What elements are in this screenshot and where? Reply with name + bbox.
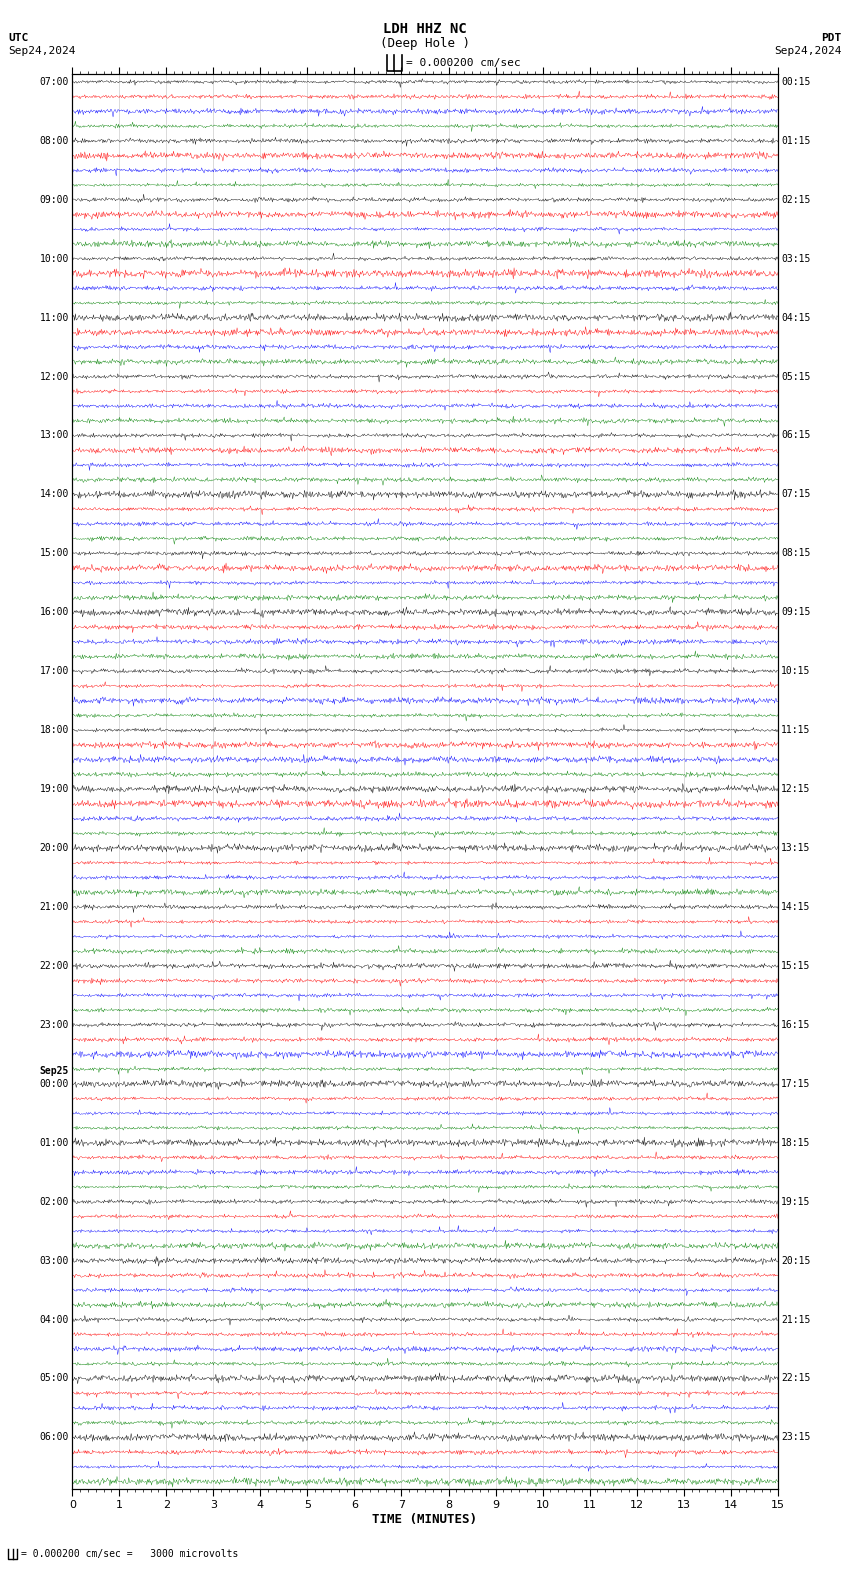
Text: 16:00: 16:00 <box>39 607 69 618</box>
Text: 01:15: 01:15 <box>781 136 811 146</box>
Text: 05:00: 05:00 <box>39 1373 69 1383</box>
Text: 22:15: 22:15 <box>781 1373 811 1383</box>
Text: 20:00: 20:00 <box>39 843 69 854</box>
Text: 21:00: 21:00 <box>39 901 69 912</box>
Text: UTC: UTC <box>8 33 29 43</box>
Text: Sep24,2024: Sep24,2024 <box>774 46 842 55</box>
Text: 22:00: 22:00 <box>39 961 69 971</box>
Text: 07:00: 07:00 <box>39 76 69 87</box>
Text: 03:00: 03:00 <box>39 1256 69 1266</box>
Text: 18:15: 18:15 <box>781 1137 811 1148</box>
X-axis label: TIME (MINUTES): TIME (MINUTES) <box>372 1513 478 1525</box>
Text: LDH HHZ NC: LDH HHZ NC <box>383 22 467 35</box>
Text: 09:00: 09:00 <box>39 195 69 204</box>
Text: 00:15: 00:15 <box>781 76 811 87</box>
Text: Sep25: Sep25 <box>39 1066 69 1077</box>
Text: Sep24,2024: Sep24,2024 <box>8 46 76 55</box>
Text: 13:00: 13:00 <box>39 431 69 440</box>
Text: 20:15: 20:15 <box>781 1256 811 1266</box>
Text: 08:15: 08:15 <box>781 548 811 558</box>
Text: 13:15: 13:15 <box>781 843 811 854</box>
Text: 14:00: 14:00 <box>39 489 69 499</box>
Text: 21:15: 21:15 <box>781 1315 811 1324</box>
Text: 09:15: 09:15 <box>781 607 811 618</box>
Text: 12:00: 12:00 <box>39 372 69 382</box>
Text: 01:00: 01:00 <box>39 1137 69 1148</box>
Text: 10:15: 10:15 <box>781 667 811 676</box>
Text: 08:00: 08:00 <box>39 136 69 146</box>
Text: PDT: PDT <box>821 33 842 43</box>
Text: 16:15: 16:15 <box>781 1020 811 1030</box>
Text: 07:15: 07:15 <box>781 489 811 499</box>
Text: 11:00: 11:00 <box>39 312 69 323</box>
Text: 03:15: 03:15 <box>781 253 811 263</box>
Text: 11:15: 11:15 <box>781 725 811 735</box>
Text: 04:00: 04:00 <box>39 1315 69 1324</box>
Text: 17:00: 17:00 <box>39 667 69 676</box>
Text: 10:00: 10:00 <box>39 253 69 263</box>
Text: 06:00: 06:00 <box>39 1432 69 1443</box>
Text: 15:00: 15:00 <box>39 548 69 558</box>
Text: 00:00: 00:00 <box>39 1079 69 1088</box>
Text: (Deep Hole ): (Deep Hole ) <box>380 36 470 49</box>
Text: 19:00: 19:00 <box>39 784 69 794</box>
Text: 12:15: 12:15 <box>781 784 811 794</box>
Text: = 0.000200 cm/sec: = 0.000200 cm/sec <box>406 59 521 68</box>
Text: 14:15: 14:15 <box>781 901 811 912</box>
Text: 04:15: 04:15 <box>781 312 811 323</box>
Text: 02:15: 02:15 <box>781 195 811 204</box>
Text: 02:00: 02:00 <box>39 1196 69 1207</box>
Text: 17:15: 17:15 <box>781 1079 811 1088</box>
Text: 23:00: 23:00 <box>39 1020 69 1030</box>
Text: = 0.000200 cm/sec =   3000 microvolts: = 0.000200 cm/sec = 3000 microvolts <box>21 1549 239 1559</box>
Text: 05:15: 05:15 <box>781 372 811 382</box>
Text: 18:00: 18:00 <box>39 725 69 735</box>
Text: 19:15: 19:15 <box>781 1196 811 1207</box>
Text: 23:15: 23:15 <box>781 1432 811 1443</box>
Text: 06:15: 06:15 <box>781 431 811 440</box>
Text: 15:15: 15:15 <box>781 961 811 971</box>
